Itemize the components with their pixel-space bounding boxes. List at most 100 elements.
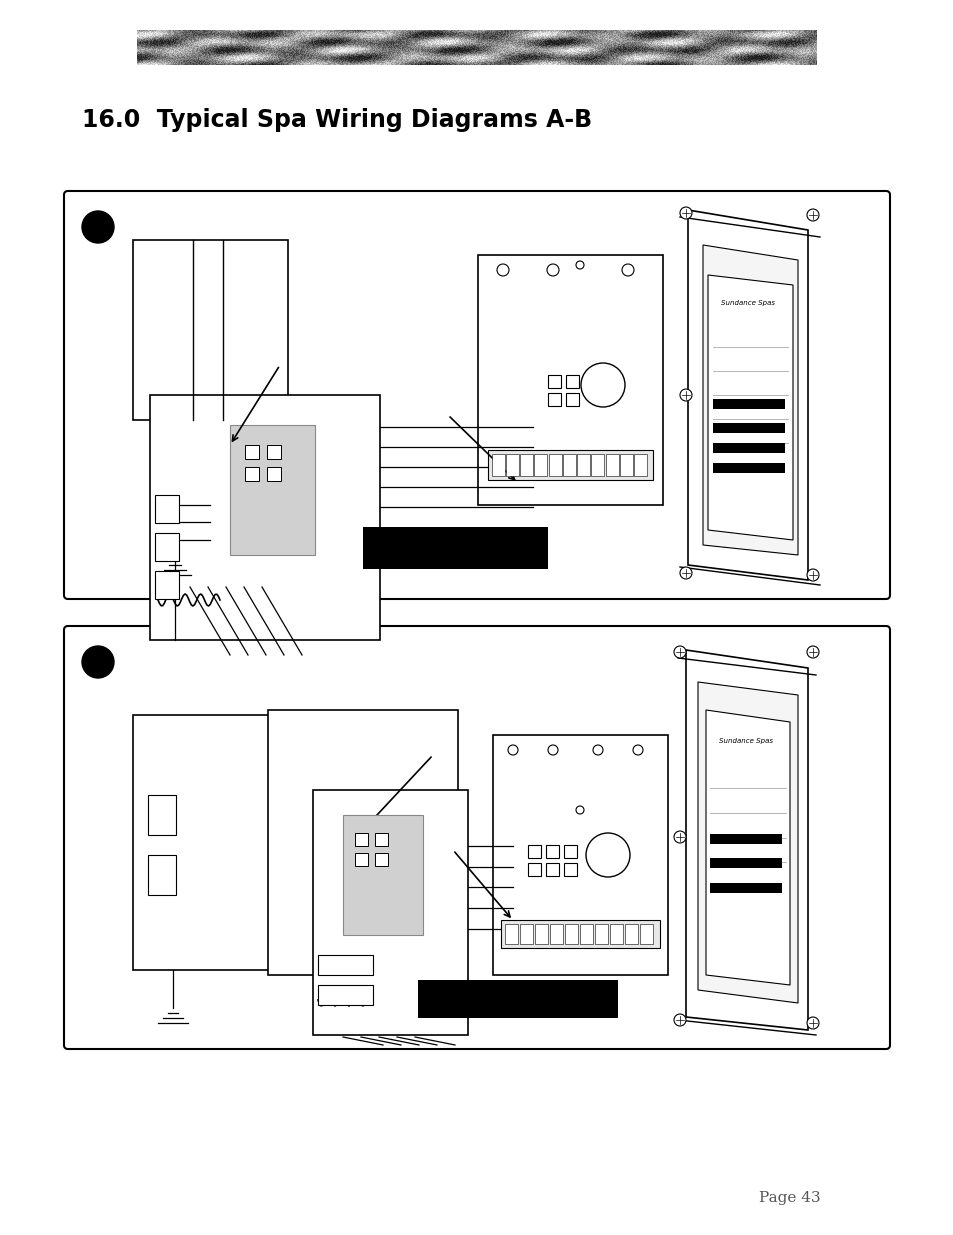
Bar xyxy=(535,924,547,944)
Bar xyxy=(564,924,578,944)
Circle shape xyxy=(82,646,113,678)
Bar xyxy=(712,399,784,409)
Bar xyxy=(267,467,281,480)
Bar xyxy=(545,863,558,876)
Bar xyxy=(477,254,662,505)
Circle shape xyxy=(679,207,691,219)
Bar xyxy=(230,425,314,555)
Circle shape xyxy=(576,261,583,269)
Bar xyxy=(343,815,422,935)
Polygon shape xyxy=(687,210,807,580)
Bar xyxy=(709,883,781,893)
Circle shape xyxy=(673,646,685,658)
Circle shape xyxy=(673,831,685,844)
Bar xyxy=(375,853,388,866)
Bar xyxy=(712,463,784,473)
Bar xyxy=(268,710,457,974)
Circle shape xyxy=(507,745,517,755)
Bar xyxy=(545,845,558,858)
Circle shape xyxy=(497,264,509,275)
Bar xyxy=(154,534,179,561)
Bar xyxy=(317,955,373,974)
Circle shape xyxy=(585,832,629,877)
Bar xyxy=(505,454,518,475)
Bar xyxy=(132,240,288,420)
Circle shape xyxy=(547,745,558,755)
Bar xyxy=(577,454,589,475)
Text: 16.0  Typical Spa Wiring Diagrams A-B: 16.0 Typical Spa Wiring Diagrams A-B xyxy=(82,107,592,132)
Polygon shape xyxy=(702,245,797,555)
Bar xyxy=(355,853,368,866)
Polygon shape xyxy=(698,682,797,1003)
Polygon shape xyxy=(685,650,807,1030)
Bar xyxy=(562,454,576,475)
Circle shape xyxy=(806,569,818,580)
FancyBboxPatch shape xyxy=(64,626,889,1049)
Bar xyxy=(547,375,560,388)
Bar xyxy=(355,832,368,846)
Circle shape xyxy=(621,264,634,275)
Circle shape xyxy=(806,646,818,658)
Bar xyxy=(550,924,562,944)
Bar xyxy=(245,467,258,480)
Bar xyxy=(527,845,540,858)
Bar xyxy=(712,443,784,453)
Bar xyxy=(493,735,667,974)
Bar xyxy=(712,424,784,433)
Bar xyxy=(132,715,388,969)
Bar xyxy=(639,924,652,944)
Bar xyxy=(579,924,593,944)
Bar xyxy=(317,986,373,1005)
Bar xyxy=(563,845,577,858)
Bar xyxy=(488,450,652,480)
Bar xyxy=(709,834,781,844)
Bar xyxy=(624,924,638,944)
Bar xyxy=(565,375,578,388)
Bar xyxy=(709,858,781,868)
Bar xyxy=(563,863,577,876)
Bar xyxy=(150,395,379,640)
Circle shape xyxy=(806,1016,818,1029)
Bar xyxy=(375,832,388,846)
Bar xyxy=(519,454,533,475)
Bar xyxy=(267,445,281,459)
Bar xyxy=(609,924,622,944)
Circle shape xyxy=(580,363,624,408)
Bar xyxy=(590,454,603,475)
Circle shape xyxy=(679,389,691,401)
Bar xyxy=(565,393,578,406)
Circle shape xyxy=(593,745,602,755)
Bar xyxy=(154,495,179,522)
Bar xyxy=(634,454,646,475)
Bar xyxy=(417,981,618,1018)
Bar xyxy=(595,924,607,944)
Bar xyxy=(313,790,468,1035)
Polygon shape xyxy=(707,275,792,540)
Circle shape xyxy=(679,567,691,579)
Bar xyxy=(527,863,540,876)
Bar xyxy=(619,454,633,475)
Bar xyxy=(605,454,618,475)
Bar xyxy=(148,855,175,895)
Bar xyxy=(148,795,175,835)
Bar xyxy=(245,445,258,459)
FancyBboxPatch shape xyxy=(64,191,889,599)
Circle shape xyxy=(82,211,113,243)
Bar xyxy=(519,924,533,944)
Bar xyxy=(492,454,504,475)
Bar xyxy=(548,454,561,475)
Text: Sundance Spas: Sundance Spas xyxy=(719,739,772,743)
Bar xyxy=(154,571,179,599)
Text: Sundance Spas: Sundance Spas xyxy=(720,300,774,306)
Polygon shape xyxy=(705,710,789,986)
Circle shape xyxy=(546,264,558,275)
Bar xyxy=(504,924,517,944)
Bar xyxy=(547,393,560,406)
Bar xyxy=(500,920,659,948)
Bar xyxy=(363,527,547,569)
Circle shape xyxy=(806,209,818,221)
Text: Page 43: Page 43 xyxy=(759,1191,820,1205)
Bar xyxy=(534,454,546,475)
Circle shape xyxy=(673,1014,685,1026)
Circle shape xyxy=(576,806,583,814)
